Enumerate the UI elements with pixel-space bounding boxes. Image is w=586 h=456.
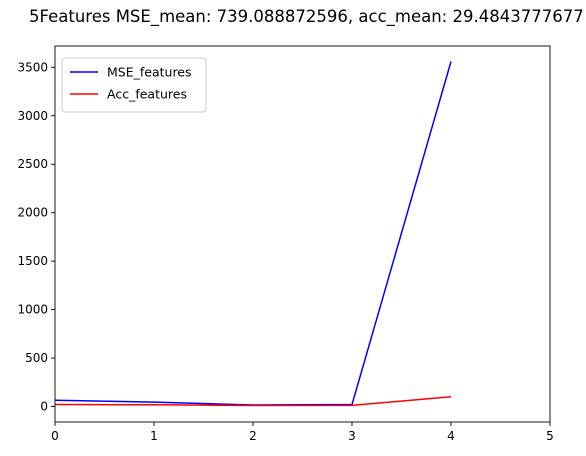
legend: MSE_features Acc_features — [61, 57, 207, 113]
y-tick-label: 1000 — [17, 303, 48, 317]
legend-label: Acc_features — [107, 87, 187, 102]
x-tick-label: 1 — [150, 429, 158, 443]
y-tick-label: 2000 — [17, 206, 48, 220]
axes: 0 1 2 3 4 5 0 500 1000 1500 2000 2500 3000 3500 — [17, 45, 554, 443]
x-tick-label: 2 — [249, 429, 257, 443]
x-tick-label: 3 — [348, 429, 356, 443]
x-tick-label: 4 — [447, 429, 455, 443]
axes-frame — [54, 45, 551, 423]
y-tick-label: 0 — [40, 399, 48, 413]
y-tick-label: 2500 — [17, 157, 48, 171]
plot-area — [54, 61, 452, 407]
legend-label: MSE_features — [107, 65, 192, 80]
y-tick-label: 1500 — [17, 254, 48, 268]
y-tick-label: 3500 — [17, 60, 48, 74]
x-tick-label: 0 — [51, 429, 59, 443]
y-tick-label: 3000 — [17, 109, 48, 123]
x-tick-label: 5 — [546, 429, 554, 443]
chart-title: 5Features MSE_mean: 739.088872596, acc_m… — [29, 7, 584, 26]
series-line-acc-features — [54, 396, 452, 407]
y-tick-label: 500 — [25, 351, 48, 365]
series-line-mse-features — [54, 61, 452, 406]
